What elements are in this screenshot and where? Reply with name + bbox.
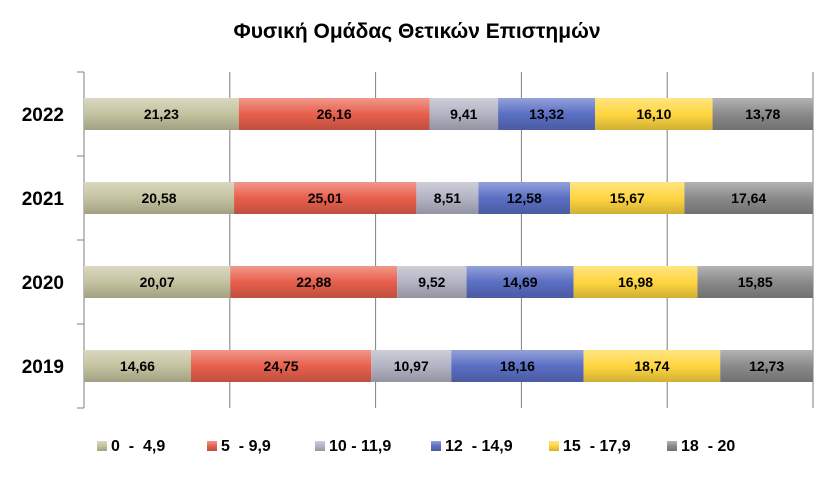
bar-segment — [190, 350, 372, 382]
legend-label: 15 - 17,9 — [563, 438, 631, 455]
data-label: 9,52 — [418, 274, 445, 290]
bar-segment — [697, 266, 813, 298]
bar-segment — [84, 350, 191, 382]
bar-segment — [720, 350, 813, 382]
data-label: 20,58 — [141, 190, 176, 206]
legend-label: 18 - 20 — [681, 438, 735, 455]
bar-segment — [498, 98, 596, 130]
legend-swatch — [549, 441, 559, 451]
data-label: 18,74 — [634, 358, 669, 374]
category-label: 2021 — [22, 189, 65, 210]
data-label: 17,64 — [731, 190, 766, 206]
data-label: 15,67 — [610, 190, 645, 206]
bar-segment — [84, 266, 231, 298]
data-label: 25,01 — [308, 190, 343, 206]
bar-segment — [371, 350, 452, 382]
category-labels: 2022 2021 2020 2019 — [22, 105, 65, 378]
data-label: 21,23 — [144, 106, 179, 122]
legend-swatch — [315, 441, 325, 451]
bar-segment — [234, 182, 417, 214]
bar-segment — [684, 182, 813, 214]
category-label: 2020 — [22, 273, 64, 294]
legend-swatch — [667, 441, 677, 451]
bar-segment — [570, 182, 685, 214]
bar-segment — [712, 98, 813, 130]
bar-segment — [230, 266, 398, 298]
chart-title: Φυσική Ομάδας Θετικών Επιστημών — [233, 20, 600, 43]
legend-swatch — [431, 441, 441, 451]
legend-label: 0 - 4,9 — [111, 438, 165, 455]
bar-segment — [466, 266, 574, 298]
data-label: 9,41 — [450, 106, 477, 122]
legend: 0 - 4,9 5 - 9,9 10 - 11,9 12 - 14,9 15 - 17,… — [97, 438, 735, 455]
legend-label: 10 - 11,9 — [329, 438, 391, 455]
data-label: 14,66 — [120, 358, 155, 374]
data-label: 24,75 — [264, 358, 299, 374]
legend-swatch — [207, 441, 217, 451]
category-label: 2022 — [22, 105, 64, 126]
data-label: 12,58 — [507, 190, 542, 206]
legend-label: 12 - 14,9 — [445, 438, 513, 455]
legend-swatch — [97, 441, 107, 451]
data-label: 10,97 — [394, 358, 429, 374]
bar-segment — [451, 350, 584, 382]
bar-segment — [238, 98, 430, 130]
data-label: 20,07 — [140, 274, 175, 290]
data-label: 18,16 — [500, 358, 535, 374]
data-label: 8,51 — [434, 190, 461, 206]
bar-segment — [583, 350, 721, 382]
data-label: 16,10 — [636, 106, 671, 122]
data-label: 12,73 — [749, 358, 784, 374]
data-label: 26,16 — [317, 106, 352, 122]
data-label: 15,85 — [738, 274, 773, 290]
category-label: 2019 — [22, 357, 64, 378]
data-label: 22,88 — [296, 274, 331, 290]
bar-segment — [416, 182, 479, 214]
bar-segment — [573, 266, 698, 298]
bars — [84, 98, 813, 382]
data-label: 13,32 — [529, 106, 564, 122]
data-label: 16,98 — [618, 274, 653, 290]
bar-segment — [429, 98, 499, 130]
bar-segment — [84, 98, 239, 130]
data-labels: 21,23 26,16 9,41 13,32 16,10 13,78 20,58 25,01 8… — [120, 106, 784, 374]
data-label: 14,69 — [503, 274, 538, 290]
bar-segment — [478, 182, 571, 214]
bar-segment — [397, 266, 467, 298]
data-label: 13,78 — [745, 106, 780, 122]
legend-label: 5 - 9,9 — [221, 438, 271, 455]
bar-segment — [595, 98, 713, 130]
bar-segment — [84, 182, 235, 214]
